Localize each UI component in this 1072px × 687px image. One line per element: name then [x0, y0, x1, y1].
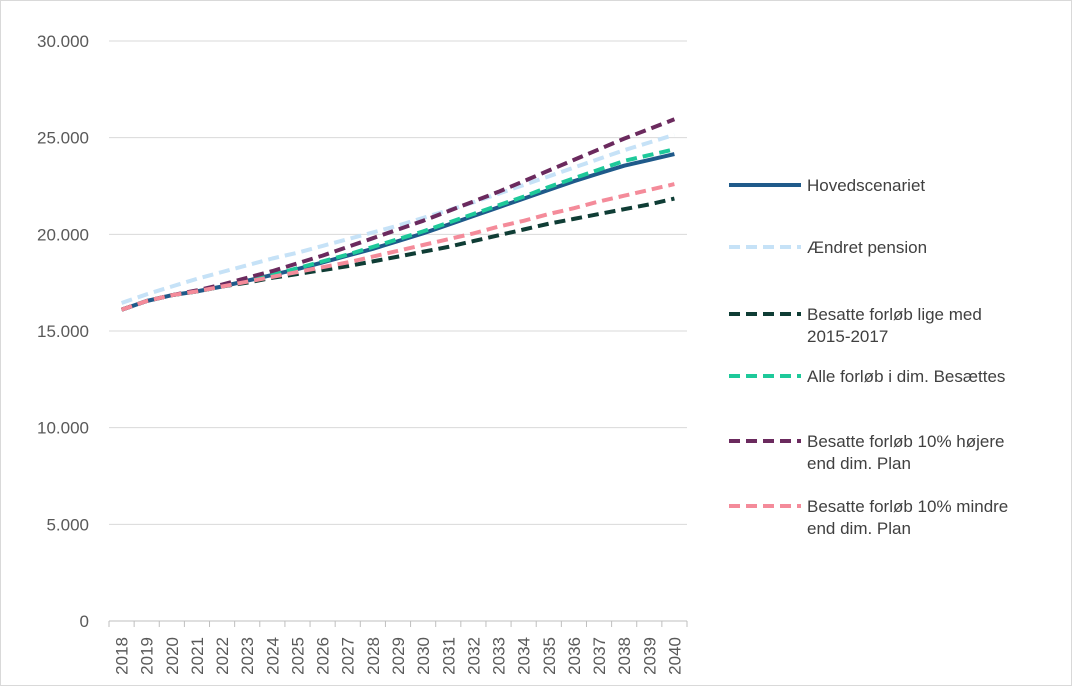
- x-tick-label: 2023: [238, 637, 257, 675]
- x-axis: 2018 2019 2020 2021 2022 2023 2024 2025 2026 2027…: [108, 620, 688, 675]
- legend: Hovedscenariet Ændret pension Besatte forl…: [729, 176, 1008, 538]
- legend-label: Besatte forløb 10% mindre: [807, 497, 1008, 516]
- y-tick-label: 30.000: [37, 32, 89, 51]
- y-tick-label: 15.000: [37, 322, 89, 341]
- plot-area: [120, 117, 676, 312]
- series-line-4: [120, 147, 675, 312]
- x-tick-label: 2036: [565, 637, 584, 675]
- x-tick-label: 2018: [113, 637, 132, 675]
- y-axis: 0 5.000 10.000 15.000 20.000 25.000 30.000: [37, 32, 89, 631]
- y-tick-label: 10.000: [37, 419, 89, 438]
- x-tick-label: 2034: [515, 637, 534, 675]
- x-tick-label: 2031: [439, 637, 458, 675]
- x-tick-label: 2037: [590, 637, 609, 675]
- x-tick-label: 2022: [213, 637, 232, 675]
- x-tick-label: 2027: [339, 637, 358, 675]
- x-tick-label: 2033: [490, 637, 509, 675]
- series-line-6: [120, 182, 675, 312]
- y-tick-label: 25.000: [37, 129, 89, 148]
- x-tick-label: 2019: [138, 637, 157, 675]
- legend-label: end dim. Plan: [807, 454, 911, 473]
- x-tick-label: 2028: [364, 637, 383, 675]
- legend-label: end dim. Plan: [807, 519, 911, 538]
- x-tick-label: 2025: [288, 637, 307, 675]
- legend-label: Besatte forløb 10% højere: [807, 432, 1004, 451]
- series-line-3: [120, 196, 675, 312]
- legend-label: Hovedscenariet: [807, 176, 925, 195]
- x-tick-label: 2030: [414, 637, 433, 675]
- y-tick-label: 5.000: [46, 515, 89, 534]
- x-tick-label: 2032: [464, 637, 483, 675]
- x-tick-label: 2039: [640, 637, 659, 675]
- x-tick-label: 2035: [540, 637, 559, 675]
- x-tick-label: 2040: [665, 637, 684, 675]
- y-tick-label: 0: [80, 612, 89, 631]
- series-line-2: [120, 132, 675, 305]
- legend-label: 2015-2017: [807, 327, 888, 346]
- x-tick-label: 2020: [163, 637, 182, 675]
- legend-label: Besatte forløb lige med: [807, 305, 982, 324]
- x-tick-label: 2038: [615, 637, 634, 675]
- series-line-1: [120, 152, 675, 312]
- x-tick-label: 2021: [188, 637, 207, 675]
- legend-label: Alle forløb i dim. Besættes: [807, 367, 1005, 386]
- y-tick-label: 20.000: [37, 225, 89, 244]
- x-tick-label: 2029: [389, 637, 408, 675]
- gridlines: [109, 40, 687, 622]
- x-tick-label: 2026: [314, 637, 333, 675]
- legend-label: Ændret pension: [807, 238, 927, 257]
- x-tick-label: 2024: [263, 637, 282, 675]
